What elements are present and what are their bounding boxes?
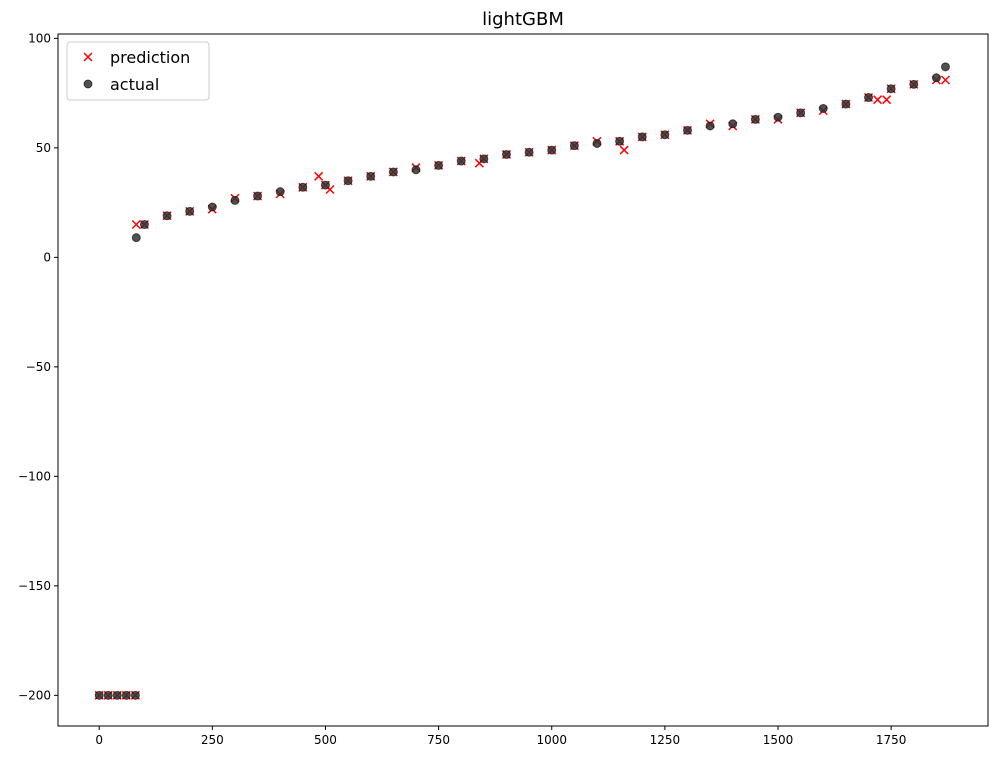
legend-label: actual (110, 75, 159, 94)
marker-dot (103, 690, 113, 700)
marker-dot (818, 103, 828, 113)
y-tick-label: −150 (18, 579, 51, 593)
x-tick-label: 750 (427, 733, 450, 747)
marker-dot (660, 130, 670, 140)
legend-marker (83, 52, 93, 62)
marker-dot (320, 180, 330, 190)
marker-dot (479, 154, 489, 164)
marker-dot (185, 206, 195, 216)
x-tick-label: 250 (201, 733, 224, 747)
marker-dot (773, 112, 783, 122)
marker-x (619, 145, 629, 155)
marker-dot (547, 145, 557, 155)
marker-dot (112, 690, 122, 700)
x-tick-label: 1250 (650, 733, 681, 747)
marker-x (131, 219, 141, 230)
marker-dot (298, 182, 308, 192)
y-tick-label: 0 (43, 250, 51, 264)
marker-dot (705, 121, 715, 131)
marker-x (882, 95, 892, 105)
chart-title: lightGBM (482, 9, 564, 30)
marker-dot (162, 211, 172, 221)
plot-frame (57, 33, 989, 727)
x-tick-label: 500 (314, 733, 337, 747)
marker-dot (909, 79, 919, 89)
y-tick-label: −100 (18, 469, 51, 483)
marker-dot (931, 73, 941, 83)
y-tick-label: 50 (36, 141, 51, 155)
y-tick-label: −50 (26, 360, 51, 374)
marker-x (314, 171, 324, 181)
marker-dot (940, 62, 950, 72)
x-tick-label: 1000 (536, 733, 567, 747)
marker-dot (456, 156, 466, 166)
marker-dot (637, 132, 647, 142)
marker-dot (366, 171, 376, 181)
marker-dot (569, 141, 579, 151)
marker-dot (796, 108, 806, 118)
marker-x (873, 95, 883, 105)
marker-dot (683, 125, 693, 135)
marker-x (940, 75, 950, 85)
marker-dot (864, 93, 874, 103)
marker-dot (750, 114, 760, 124)
marker-dot (230, 195, 240, 205)
marker-dot (207, 202, 217, 212)
marker-dot (501, 149, 511, 159)
marker-dot (592, 138, 602, 148)
marker-dot (434, 160, 444, 170)
marker-dot (388, 167, 398, 177)
marker-dot (411, 165, 421, 175)
y-tick-label: 100 (28, 31, 51, 45)
x-tick-label: 1750 (876, 733, 907, 747)
marker-dot (94, 690, 104, 700)
marker-dot (886, 84, 896, 94)
legend-marker (83, 79, 93, 89)
marker-dot (728, 119, 738, 129)
marker-dot (275, 187, 285, 197)
marker-dot (121, 690, 131, 700)
marker-dot (253, 191, 263, 201)
x-tick-label: 0 (95, 733, 103, 747)
marker-dot (343, 176, 353, 186)
marker-dot (131, 233, 141, 243)
marker-dot (524, 147, 534, 157)
y-tick-label: −200 (18, 688, 51, 702)
marker-dot (130, 690, 140, 700)
marker-dot (615, 136, 625, 146)
marker-dot (139, 220, 149, 230)
legend-label: prediction (110, 48, 190, 67)
x-tick-label: 1500 (763, 733, 794, 747)
legend-box (66, 41, 210, 101)
marker-dot (841, 99, 851, 109)
